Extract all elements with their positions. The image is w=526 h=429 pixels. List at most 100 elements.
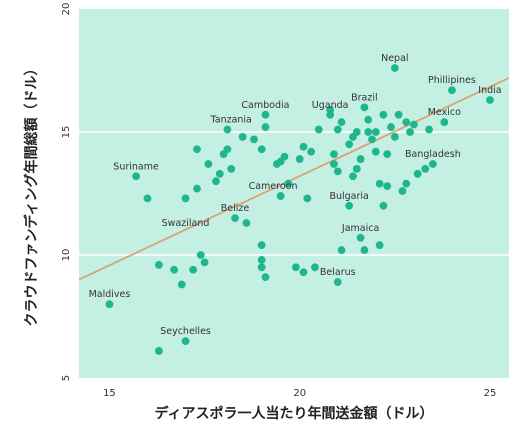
data-point	[177, 280, 186, 289]
data-point	[261, 123, 270, 131]
trend-line-group	[78, 77, 510, 281]
trend-line	[78, 77, 510, 281]
data-point	[223, 145, 232, 154]
data-point	[402, 118, 411, 127]
data-point	[181, 194, 190, 203]
data-point	[261, 273, 270, 282]
point-label: Cameroon	[249, 181, 298, 192]
data-point	[132, 172, 140, 181]
y-tick-label: 20	[61, 3, 72, 16]
data-point	[295, 155, 304, 163]
data-point	[189, 265, 198, 274]
point-label: Tanzania	[210, 115, 252, 126]
data-point	[200, 258, 209, 267]
data-point	[375, 241, 384, 250]
data-point	[394, 110, 403, 119]
data-point	[375, 179, 384, 188]
data-point	[371, 147, 380, 156]
data-point	[356, 155, 365, 163]
point-label: Jamaica	[341, 223, 379, 234]
data-point	[398, 187, 407, 195]
data-point	[212, 177, 220, 186]
data-point	[352, 165, 361, 173]
data-point	[257, 263, 266, 272]
data-point	[299, 268, 308, 277]
point-label: Belarus	[320, 267, 356, 278]
data-point	[421, 165, 430, 173]
point-label: Mexico	[428, 107, 461, 118]
point-label: Nepal	[381, 53, 408, 64]
point-label: Bangladesh	[405, 149, 461, 160]
data-point	[303, 194, 312, 203]
data-point	[333, 278, 342, 286]
point-label: Seychelles	[160, 326, 211, 337]
data-point	[196, 251, 205, 259]
data-point	[368, 135, 376, 144]
axis-ticks: 15 20 25 5 10 15 20	[61, 3, 496, 399]
data-point	[181, 337, 190, 345]
y-tick-label: 5	[61, 375, 72, 381]
data-point	[390, 64, 399, 72]
data-point	[364, 115, 373, 124]
data-point	[292, 263, 300, 272]
data-point	[425, 125, 433, 134]
grid-lines	[79, 131, 509, 256]
point-label: Bulgaria	[329, 191, 368, 202]
data-point	[311, 263, 319, 272]
data-point	[257, 241, 266, 250]
data-point	[379, 201, 388, 210]
point-label: Phillipines	[428, 75, 476, 86]
data-point	[170, 265, 179, 274]
point-label: Uganda	[312, 100, 349, 111]
data-point	[345, 201, 354, 210]
data-point	[349, 172, 357, 181]
x-tick-label: 15	[103, 388, 116, 399]
data-point	[193, 145, 201, 154]
x-tick-label: 25	[484, 388, 497, 399]
data-point	[105, 300, 114, 309]
data-point	[371, 128, 380, 136]
data-point	[333, 167, 342, 176]
point-label: Suriname	[113, 161, 159, 172]
x-tick-label: 20	[293, 388, 306, 399]
data-point	[155, 260, 163, 269]
data-point	[428, 160, 437, 168]
point-label: Maldives	[89, 289, 131, 300]
data-point	[448, 86, 456, 95]
x-axis-title: ディアスポラ一人当たり年間送金額（ドル）	[154, 405, 433, 422]
data-point	[257, 256, 266, 264]
data-point	[330, 150, 338, 159]
point-label: Cambodia	[241, 100, 289, 111]
data-point	[337, 118, 346, 127]
data-point	[155, 347, 163, 355]
data-point	[409, 120, 418, 129]
data-point	[333, 125, 342, 134]
data-point	[440, 118, 449, 127]
data-point	[352, 128, 361, 136]
data-point	[257, 145, 266, 154]
data-point	[360, 246, 369, 254]
data-points	[105, 64, 494, 355]
data-point	[345, 140, 354, 149]
point-label: Brazil	[351, 92, 378, 103]
plot-background	[79, 9, 509, 378]
data-point	[204, 160, 213, 168]
y-tick-label: 10	[61, 249, 72, 262]
data-point	[326, 110, 335, 119]
data-point	[402, 179, 411, 188]
data-point	[364, 128, 373, 136]
data-point	[299, 142, 308, 151]
data-point	[413, 169, 422, 178]
y-axis-title: クラウドファンディング年間総額（ドル）	[23, 61, 40, 326]
data-point	[383, 182, 392, 191]
data-point	[143, 194, 152, 203]
data-point	[337, 246, 346, 254]
data-point	[356, 233, 365, 242]
point-label: Belize	[221, 203, 250, 214]
data-point	[231, 214, 239, 223]
data-point	[360, 103, 369, 112]
data-point	[379, 110, 388, 119]
